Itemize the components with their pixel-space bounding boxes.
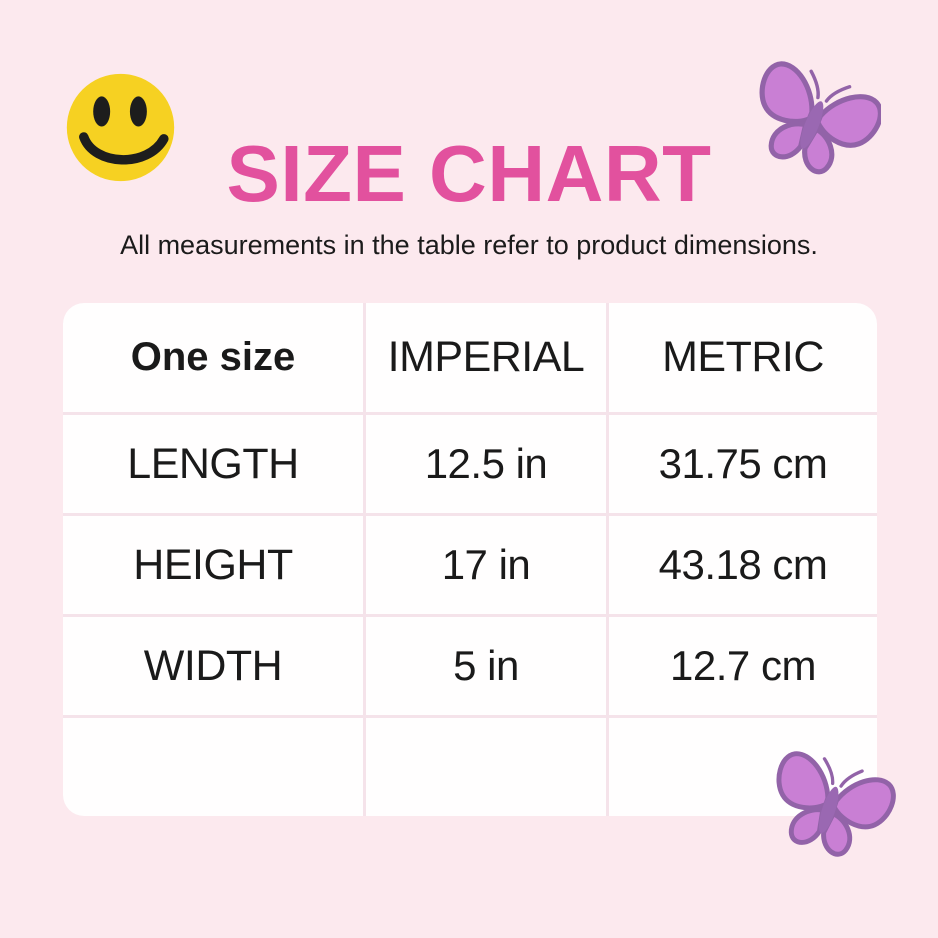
cell-width-imperial: 5 in: [366, 617, 606, 715]
row-label-length: LENGTH: [63, 415, 363, 513]
empty-row-cell: [63, 718, 363, 816]
header-cell-imperial: IMPERIAL: [366, 303, 606, 412]
cell-length-metric: 31.75 cm: [609, 415, 877, 513]
smiley-face-icon: [66, 73, 175, 182]
header-cell-one-size: One size: [63, 303, 363, 412]
size-table: One size IMPERIAL METRIC LENGTH 12.5 in …: [63, 303, 877, 816]
cell-height-imperial: 17 in: [366, 516, 606, 614]
butterfly-icon: [776, 751, 896, 857]
cell-length-imperial: 12.5 in: [366, 415, 606, 513]
empty-row-cell: [366, 718, 606, 816]
page-title: SIZE CHART: [226, 129, 712, 218]
row-label-height: HEIGHT: [63, 516, 363, 614]
cell-width-metric: 12.7 cm: [609, 617, 877, 715]
header-cell-metric: METRIC: [609, 303, 877, 412]
row-label-width: WIDTH: [63, 617, 363, 715]
subtitle-text: All measurements in the table refer to p…: [120, 230, 818, 260]
butterfly-icon: [759, 61, 881, 175]
cell-height-metric: 43.18 cm: [609, 516, 877, 614]
